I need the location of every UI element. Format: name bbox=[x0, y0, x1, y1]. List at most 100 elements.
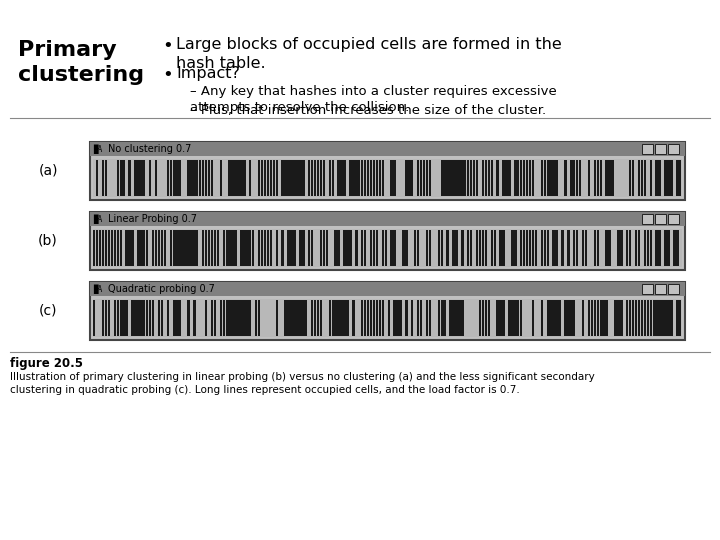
Bar bbox=[597, 160, 599, 196]
Bar bbox=[420, 160, 423, 196]
Bar bbox=[588, 300, 590, 336]
Bar bbox=[311, 160, 313, 196]
Bar bbox=[105, 300, 107, 336]
Bar bbox=[328, 300, 331, 336]
Bar bbox=[490, 230, 493, 266]
Bar bbox=[461, 230, 464, 266]
Bar bbox=[364, 230, 366, 266]
Bar bbox=[335, 300, 337, 336]
Bar bbox=[479, 230, 481, 266]
Bar bbox=[461, 160, 464, 196]
Bar bbox=[438, 230, 440, 266]
Bar bbox=[238, 160, 240, 196]
Bar bbox=[287, 300, 289, 336]
Bar bbox=[170, 230, 172, 266]
Bar bbox=[668, 284, 679, 294]
Bar bbox=[284, 300, 287, 336]
Bar bbox=[668, 214, 679, 224]
Bar bbox=[652, 300, 655, 336]
Bar bbox=[446, 160, 449, 196]
Bar bbox=[597, 300, 599, 336]
Bar bbox=[676, 300, 678, 336]
Bar bbox=[152, 300, 154, 336]
Bar bbox=[266, 160, 269, 196]
Bar bbox=[193, 300, 196, 336]
Bar bbox=[249, 300, 251, 336]
Bar bbox=[205, 300, 207, 336]
Bar bbox=[208, 230, 210, 266]
Bar bbox=[117, 230, 119, 266]
Bar bbox=[632, 160, 634, 196]
Text: Linear Probing 0.7: Linear Probing 0.7 bbox=[108, 214, 197, 224]
Bar bbox=[670, 160, 672, 196]
Bar bbox=[662, 300, 664, 336]
Bar bbox=[131, 300, 134, 336]
Bar bbox=[320, 160, 322, 196]
Bar bbox=[417, 160, 419, 196]
Bar bbox=[552, 300, 555, 336]
Bar bbox=[193, 230, 196, 266]
Bar bbox=[606, 230, 608, 266]
Bar bbox=[161, 230, 163, 266]
Bar bbox=[358, 160, 361, 196]
Bar bbox=[134, 160, 137, 196]
Bar bbox=[311, 230, 313, 266]
Bar bbox=[235, 230, 237, 266]
Bar bbox=[470, 230, 472, 266]
Bar bbox=[222, 300, 225, 336]
Bar bbox=[317, 300, 319, 336]
Bar bbox=[467, 230, 469, 266]
Bar bbox=[487, 300, 490, 336]
Bar bbox=[325, 230, 328, 266]
Bar bbox=[122, 300, 125, 336]
Bar bbox=[246, 300, 248, 336]
Bar bbox=[658, 300, 661, 336]
Bar bbox=[179, 230, 181, 266]
Bar bbox=[176, 300, 178, 336]
Bar bbox=[376, 300, 378, 336]
Bar bbox=[93, 229, 682, 267]
Bar bbox=[644, 300, 646, 336]
Bar bbox=[331, 300, 334, 336]
Bar bbox=[405, 160, 408, 196]
Bar bbox=[541, 300, 543, 336]
Bar bbox=[231, 230, 234, 266]
Bar bbox=[529, 160, 531, 196]
Text: Impact?: Impact? bbox=[176, 66, 240, 81]
Bar bbox=[532, 160, 534, 196]
Bar bbox=[428, 230, 431, 266]
Text: •: • bbox=[162, 37, 173, 55]
Bar bbox=[373, 300, 375, 336]
Bar bbox=[143, 300, 145, 336]
Bar bbox=[102, 300, 104, 336]
Bar bbox=[544, 230, 546, 266]
Bar bbox=[328, 160, 331, 196]
Bar bbox=[514, 230, 516, 266]
Bar bbox=[620, 230, 623, 266]
Bar bbox=[96, 230, 99, 266]
Bar bbox=[420, 300, 423, 336]
Bar bbox=[114, 300, 116, 336]
Bar bbox=[90, 212, 685, 270]
Bar bbox=[428, 300, 431, 336]
Bar bbox=[582, 230, 585, 266]
Bar bbox=[299, 300, 302, 336]
Bar bbox=[187, 230, 189, 266]
Bar bbox=[361, 160, 364, 196]
Bar bbox=[517, 300, 520, 336]
Bar bbox=[293, 160, 296, 196]
Bar bbox=[138, 300, 140, 336]
Bar bbox=[535, 230, 537, 266]
Bar bbox=[373, 230, 375, 266]
Bar bbox=[376, 230, 378, 266]
Bar bbox=[673, 230, 675, 266]
Bar bbox=[361, 230, 364, 266]
Bar bbox=[514, 300, 516, 336]
Bar bbox=[155, 160, 157, 196]
Bar bbox=[235, 160, 237, 196]
Bar bbox=[249, 160, 251, 196]
Bar bbox=[338, 230, 340, 266]
Text: •: • bbox=[162, 66, 173, 84]
Bar bbox=[606, 300, 608, 336]
Bar bbox=[558, 300, 561, 336]
